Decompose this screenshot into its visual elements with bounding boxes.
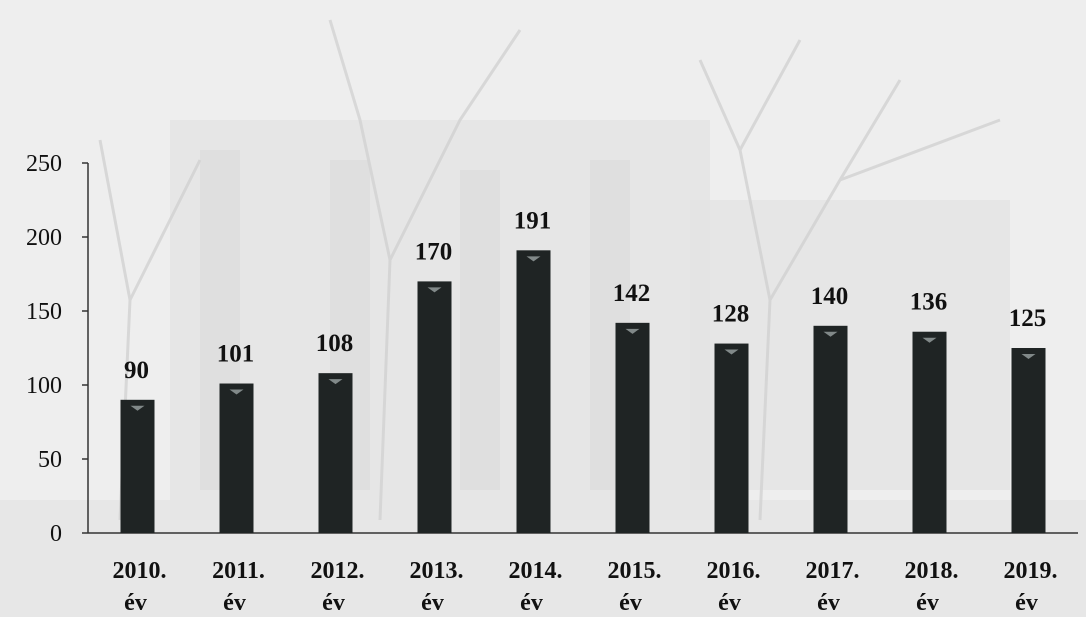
bar-highlight (625, 328, 640, 334)
bar (615, 322, 650, 533)
y-tick-label: 250 (26, 151, 62, 177)
y-tick-label: 50 (38, 447, 62, 473)
x-tick-label-year: 2014. (509, 558, 563, 584)
data-label: 101 (217, 341, 255, 368)
bar (219, 383, 254, 533)
y-tick-label: 0 (50, 521, 62, 547)
x-tick-label-unit: év (520, 590, 543, 616)
y-tick-label: 150 (26, 299, 62, 325)
bar (417, 281, 452, 533)
bar (318, 373, 353, 533)
data-label: 128 (712, 301, 750, 328)
bar-highlight (130, 405, 145, 411)
x-tick-label-unit: év (421, 590, 444, 616)
data-label: 142 (613, 280, 651, 307)
x-tick-label-unit: év (817, 590, 840, 616)
x-tick-label-year: 2012. (311, 558, 365, 584)
x-tick-label-year: 2019. (1004, 558, 1058, 584)
data-label: 140 (811, 283, 849, 310)
bar-highlight (922, 337, 937, 343)
data-label: 125 (1009, 305, 1047, 332)
bar (1011, 348, 1046, 533)
x-tick-label-unit: év (223, 590, 246, 616)
x-tick-label-year: 2013. (410, 558, 464, 584)
x-tick-label-unit: év (619, 590, 642, 616)
bar-highlight (724, 349, 739, 355)
bar-highlight (427, 287, 442, 293)
x-tick-label-year: 2018. (905, 558, 959, 584)
bar-highlight (328, 379, 343, 385)
x-tick-label-year: 2015. (608, 558, 662, 584)
bar (120, 399, 155, 533)
bar-highlight (229, 389, 244, 395)
bar-highlight (526, 256, 541, 262)
data-label: 191 (514, 207, 552, 234)
y-tick-label: 100 (26, 373, 62, 399)
data-label: 136 (910, 289, 948, 316)
data-label: 170 (415, 238, 453, 265)
y-tick-label: 200 (26, 225, 62, 251)
x-tick-label-unit: év (1015, 590, 1038, 616)
x-tick-label-unit: év (124, 590, 147, 616)
bar (813, 325, 848, 533)
x-tick-label-unit: év (322, 590, 345, 616)
data-label: 90 (124, 357, 149, 384)
x-tick-label-unit: év (718, 590, 741, 616)
bar (714, 343, 749, 533)
x-tick-label-year: 2017. (806, 558, 860, 584)
bar-highlight (823, 331, 838, 337)
data-label: 108 (316, 330, 354, 357)
x-tick-label-year: 2010. (113, 558, 167, 584)
bar (912, 331, 947, 533)
x-tick-label-unit: év (916, 590, 939, 616)
bar (516, 250, 551, 533)
x-tick-label-year: 2016. (707, 558, 761, 584)
bar-highlight (1021, 354, 1036, 359)
x-tick-label-year: 2011. (212, 558, 265, 584)
